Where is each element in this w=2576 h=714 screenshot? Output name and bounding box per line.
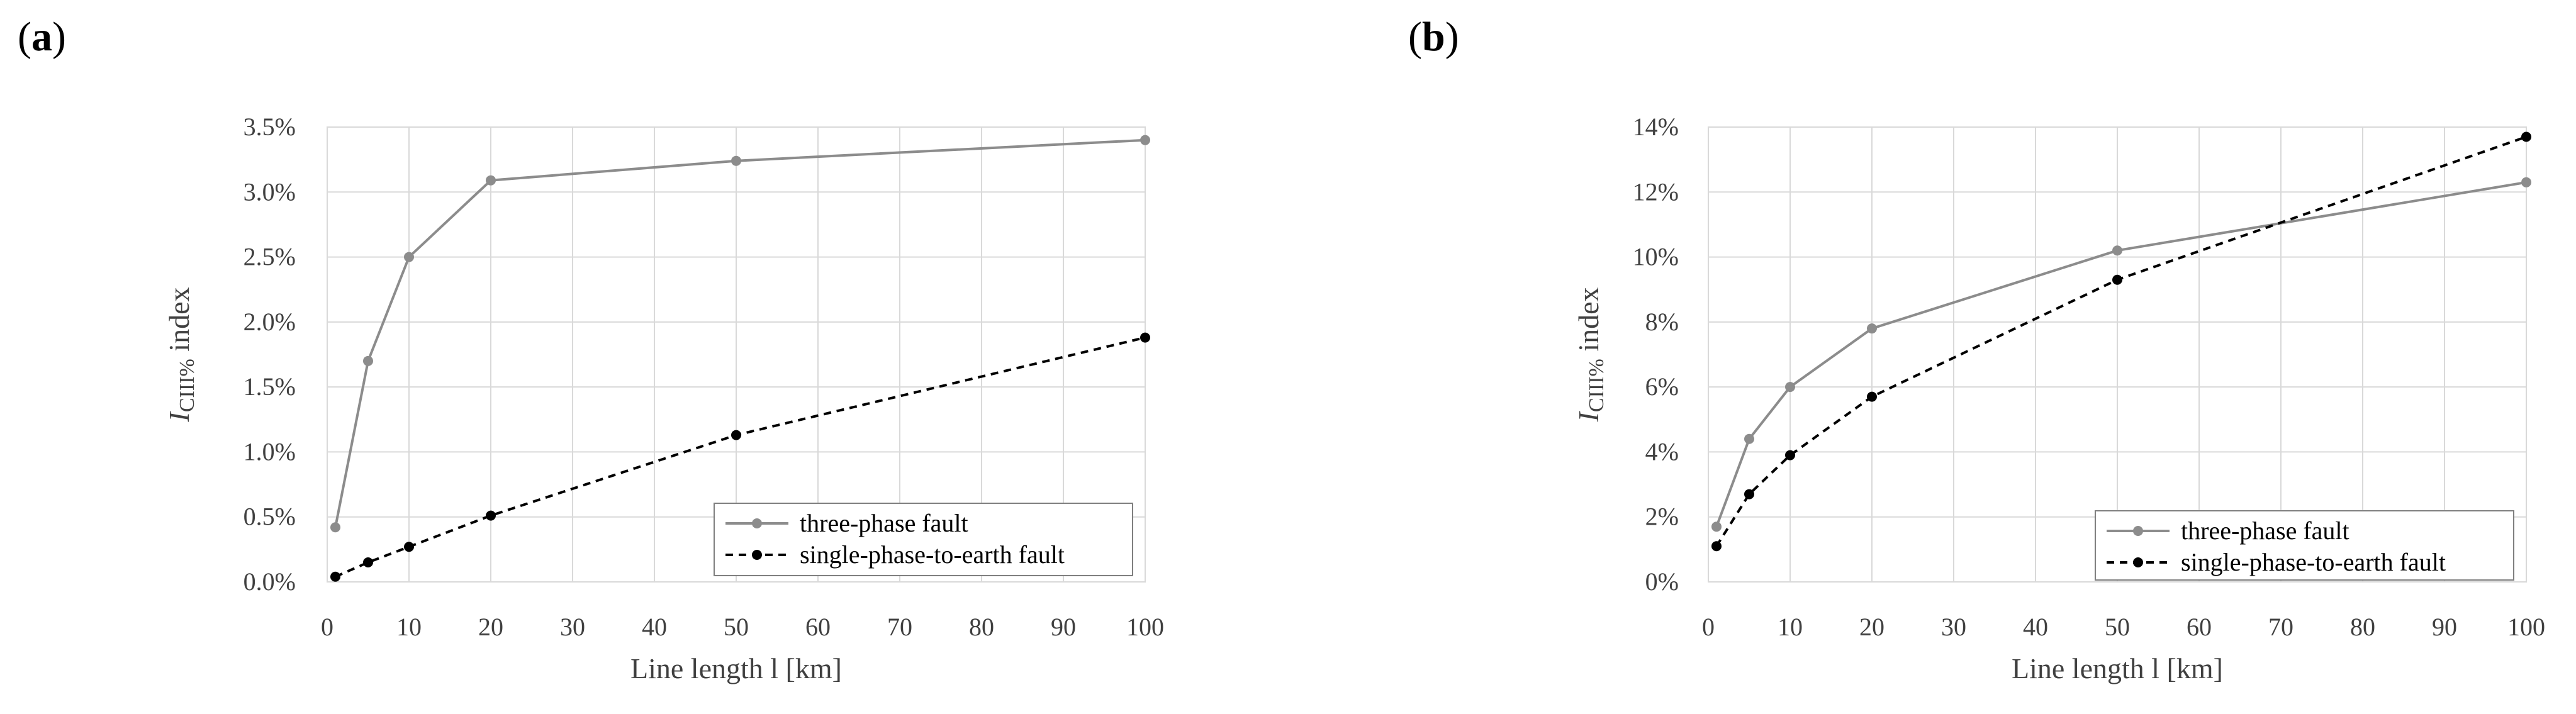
x-tick-label: 20 bbox=[1859, 613, 1884, 641]
data-point-single-phase bbox=[1140, 332, 1150, 343]
legend: three-phase fault single-phase-to-earth f… bbox=[714, 503, 1133, 576]
x-axis-title: Line length l [km] bbox=[630, 652, 842, 684]
data-point-single-phase bbox=[330, 571, 340, 582]
data-point-single-phase bbox=[486, 510, 496, 521]
x-tick-label: 70 bbox=[887, 613, 912, 641]
y-tick-label: 6% bbox=[1645, 372, 1679, 401]
x-tick-label: 60 bbox=[805, 613, 831, 641]
panel-label: (a) bbox=[18, 14, 66, 60]
series-line-three-phase bbox=[1715, 181, 2527, 527]
chart-panel-b: (b) 0% 2% 4% 6% 8% 10% 12% 14% 0 10 20 30 40 50 60 70 80 9… bbox=[1408, 14, 2545, 684]
x-tick-label: 90 bbox=[1051, 613, 1076, 641]
legend-marker bbox=[2133, 526, 2143, 536]
y-tick-label: 12% bbox=[1633, 177, 1679, 206]
data-point-three-phase bbox=[1711, 522, 1722, 532]
x-tick-label: 30 bbox=[560, 613, 585, 641]
y-tick-label: 1.0% bbox=[244, 437, 296, 466]
data-point-three-phase bbox=[486, 175, 496, 186]
x-tick-label: 60 bbox=[2187, 613, 2212, 641]
y-axis-title: ICIII% index bbox=[163, 287, 199, 423]
y-tick-label: 0.0% bbox=[244, 567, 296, 596]
legend-marker bbox=[752, 518, 762, 528]
x-axis-title: Line length l [km] bbox=[2012, 652, 2223, 684]
data-point-single-phase bbox=[2521, 131, 2531, 142]
data-point-three-phase bbox=[330, 522, 340, 533]
x-tick-label: 90 bbox=[2432, 613, 2457, 641]
x-tick-label: 0 bbox=[1702, 613, 1715, 641]
y-tick-label: 0% bbox=[1645, 567, 1679, 596]
y-tick-label: 3.0% bbox=[244, 177, 296, 206]
y-tick-label: 2% bbox=[1645, 503, 1679, 531]
y-tick-label: 2.0% bbox=[244, 308, 296, 336]
data-point-three-phase bbox=[2112, 245, 2122, 256]
x-tick-label: 80 bbox=[969, 613, 994, 641]
data-point-three-phase bbox=[1785, 382, 1795, 393]
y-tick-label: 14% bbox=[1633, 113, 1679, 141]
data-point-single-phase bbox=[1744, 489, 1754, 499]
x-tick-label: 70 bbox=[2268, 613, 2293, 641]
y-tick-label: 1.5% bbox=[244, 372, 296, 401]
x-tick-label: 50 bbox=[724, 613, 749, 641]
series-line-single-phase bbox=[335, 336, 1146, 578]
data-point-three-phase bbox=[731, 155, 741, 166]
y-tick-label: 8% bbox=[1645, 308, 1679, 336]
data-point-single-phase bbox=[2112, 274, 2122, 285]
legend-marker bbox=[752, 550, 762, 560]
x-tick-label: 80 bbox=[2350, 613, 2375, 641]
panel-label: (b) bbox=[1408, 14, 1459, 60]
data-point-three-phase bbox=[1744, 433, 1754, 444]
y-tick-label: 2.5% bbox=[244, 243, 296, 271]
y-tick-label: 0.5% bbox=[244, 503, 296, 531]
y-tick-label: 10% bbox=[1633, 243, 1679, 271]
x-tick-label: 20 bbox=[478, 613, 503, 641]
legend-label: single-phase-to-earth fault bbox=[2181, 548, 2446, 576]
x-tick-label: 10 bbox=[1778, 613, 1803, 641]
series-line-single-phase bbox=[1715, 135, 2527, 547]
data-point-single-phase bbox=[1785, 450, 1795, 460]
y-axis-title: ICIII% index bbox=[1572, 287, 1608, 423]
data-point-three-phase bbox=[404, 252, 414, 262]
x-tick-label: 100 bbox=[1126, 613, 1164, 641]
data-point-three-phase bbox=[363, 355, 373, 366]
data-point-single-phase bbox=[1867, 391, 1877, 402]
chart-panel-a: (a) 0.0% 0.5% 1.0% 1.5% 2.0% 2.5% 3.0% 3.5% 0 10 20… bbox=[18, 14, 1164, 684]
legend-label: three-phase fault bbox=[2181, 516, 2349, 545]
legend: three-phase fault single-phase-to-earth f… bbox=[2095, 510, 2514, 581]
data-point-three-phase bbox=[2521, 177, 2531, 187]
legend-label: single-phase-to-earth fault bbox=[800, 540, 1065, 569]
legend-box bbox=[714, 503, 1133, 576]
series-line-three-phase bbox=[334, 138, 1146, 528]
y-tick-label: 3.5% bbox=[244, 113, 296, 141]
data-point-single-phase bbox=[363, 557, 373, 568]
legend-marker bbox=[2133, 557, 2143, 567]
data-point-single-phase bbox=[404, 542, 414, 552]
x-tick-label: 30 bbox=[1941, 613, 1966, 641]
data-point-single-phase bbox=[731, 430, 741, 440]
data-point-three-phase bbox=[1867, 323, 1877, 334]
legend-box bbox=[2095, 510, 2514, 581]
legend-label: three-phase fault bbox=[800, 509, 968, 537]
data-point-three-phase bbox=[1140, 135, 1150, 145]
x-tick-label: 40 bbox=[642, 613, 667, 641]
y-tick-label: 4% bbox=[1645, 437, 1679, 466]
x-tick-label: 10 bbox=[396, 613, 422, 641]
x-tick-label: 40 bbox=[2023, 613, 2048, 641]
data-point-single-phase bbox=[1711, 541, 1722, 552]
x-tick-label: 100 bbox=[2507, 613, 2545, 641]
x-tick-label: 0 bbox=[321, 613, 333, 641]
x-tick-label: 50 bbox=[2105, 613, 2130, 641]
